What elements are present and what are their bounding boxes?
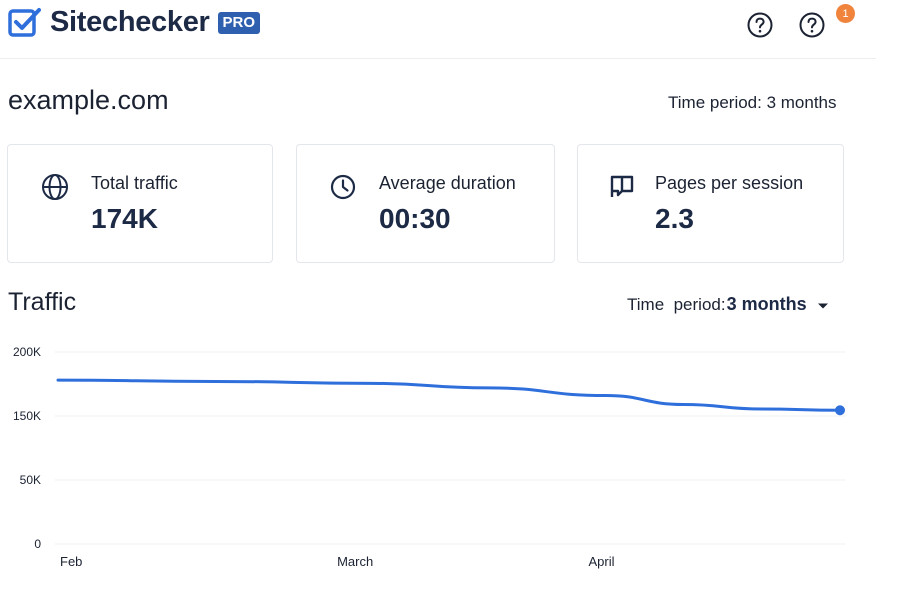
y-tick-label: 200K — [13, 345, 41, 359]
period-value: 3 months — [726, 294, 807, 314]
metric-label: Average duration — [379, 173, 516, 193]
clock-icon — [328, 172, 358, 202]
metric-value: 2.3 — [655, 203, 694, 234]
metric-label: Pages per session — [655, 173, 804, 193]
metric-card-total-traffic: Total traffic 174K — [7, 144, 273, 263]
time-period-dropdown[interactable]: Time period: 3 months — [627, 294, 829, 315]
help-icon — [747, 12, 773, 38]
domain-title: example.com — [8, 85, 169, 115]
logo[interactable]: Sitechecker PRO — [8, 6, 261, 39]
metric-value: 174K — [91, 203, 158, 234]
help-notifications-button[interactable] — [798, 11, 826, 39]
flag-icon — [607, 172, 637, 202]
time-period-text: Time period: 3 months — [668, 93, 837, 112]
x-tick-label: April — [588, 554, 614, 569]
metric-label: Total traffic — [91, 173, 178, 193]
x-tick-label: Feb — [60, 554, 82, 569]
traffic-chart: 200K 150K 50K 0 Feb March April — [13, 345, 845, 569]
caret-down-icon — [817, 303, 828, 309]
y-tick-label: 0 — [34, 537, 41, 551]
globe-icon — [40, 172, 70, 202]
metric-card-average-duration: Average duration 00:30 — [296, 144, 555, 263]
checkbox-logo-icon — [8, 7, 41, 37]
help-button[interactable] — [746, 11, 774, 39]
top-header: Sitechecker PRO 1 — [0, 0, 876, 59]
logo-text: Sitechecker — [50, 6, 210, 38]
y-tick-label: 50K — [20, 473, 41, 487]
traffic-series-line — [56, 378, 842, 412]
y-tick-label: 150K — [13, 409, 41, 423]
series-endpoint — [835, 405, 845, 416]
metric-value: 00:30 — [379, 203, 451, 234]
period-label: Time period: — [627, 295, 726, 314]
traffic-title: Traffic — [8, 288, 77, 316]
x-tick-label: March — [337, 554, 373, 569]
notification-badge: 1 — [836, 4, 855, 23]
metric-card-pages-per-session: Pages per session 2.3 — [577, 144, 844, 263]
help-icon — [799, 12, 825, 38]
pro-badge: PRO — [217, 11, 261, 34]
